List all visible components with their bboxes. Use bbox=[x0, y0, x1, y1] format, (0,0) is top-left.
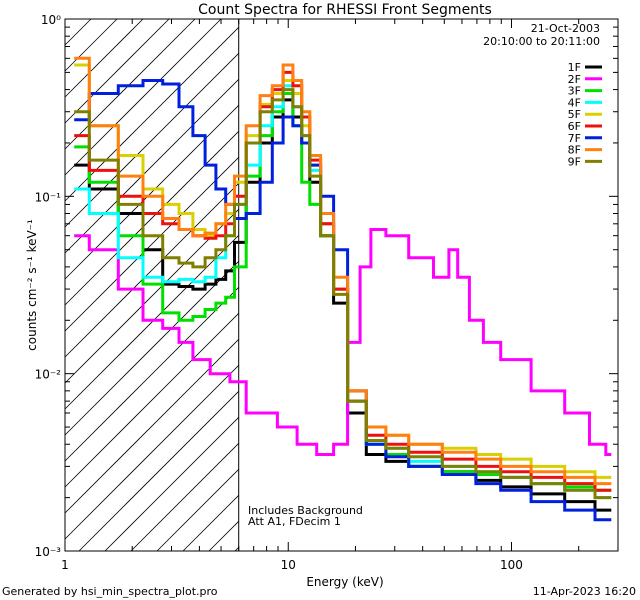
hatch-line bbox=[104, 417, 239, 552]
chart-title: Count Spectra for RHESSI Front Segments bbox=[198, 2, 492, 18]
y-tick-label: 10⁻² bbox=[35, 368, 62, 382]
series-line-6f bbox=[74, 70, 612, 492]
y-axis-label: counts cm⁻² s⁻¹ keV⁻¹ bbox=[25, 219, 39, 351]
series-line-9f bbox=[74, 88, 612, 500]
hatch-line bbox=[64, 27, 239, 202]
hatch-line bbox=[64, 18, 118, 72]
legend-label: 2F bbox=[568, 73, 581, 86]
x-tick-label: 10 bbox=[281, 558, 296, 572]
hatch-line bbox=[64, 183, 239, 358]
hatch-line bbox=[64, 313, 239, 488]
axes: 1 10 100 10⁰ 10⁻¹ 10⁻² 10⁻³ bbox=[35, 13, 619, 572]
time-range-label: 20:10:00 to 20:11:00 bbox=[483, 35, 600, 48]
hatch-line bbox=[64, 18, 92, 46]
x-tick-label: 1 bbox=[61, 558, 69, 572]
hatch-line bbox=[64, 53, 239, 228]
hatch-line bbox=[64, 18, 144, 98]
legend-label: 1F bbox=[568, 61, 581, 74]
x-axis-label: Energy (keV) bbox=[306, 575, 383, 589]
hatch-line bbox=[64, 18, 196, 150]
y-tick-label: 10⁻³ bbox=[35, 545, 62, 559]
hatch-line bbox=[64, 365, 239, 540]
legend-label: 3F bbox=[568, 85, 581, 98]
hatch-line bbox=[64, 287, 239, 462]
hatch-line bbox=[182, 495, 239, 552]
hatch-line bbox=[64, 18, 222, 176]
series-line-8f bbox=[74, 56, 612, 486]
hatch-line bbox=[64, 18, 170, 124]
series-line-1f bbox=[74, 98, 612, 512]
series-lines bbox=[74, 56, 612, 522]
legend-label: 4F bbox=[568, 96, 581, 109]
legend-label: 7F bbox=[568, 132, 581, 145]
series-line-5f bbox=[74, 63, 612, 479]
legend-label: 8F bbox=[568, 144, 581, 157]
series-line-7f bbox=[74, 79, 612, 522]
x-tick-label: 100 bbox=[500, 558, 523, 572]
hatch-line bbox=[64, 131, 239, 306]
hatch-line bbox=[64, 157, 239, 332]
background-note: Includes Background bbox=[248, 504, 363, 517]
hatch-line bbox=[130, 443, 239, 552]
generated-by: Generated by hsi_min_spectra_plot.pro bbox=[2, 585, 218, 598]
hatch-line bbox=[208, 521, 239, 552]
attenuator-note: Att A1, FDecim 1 bbox=[248, 515, 341, 528]
hatch-line bbox=[64, 235, 239, 410]
footer-timestamp: 11-Apr-2023 16:20 bbox=[533, 585, 636, 598]
hatch-line bbox=[234, 547, 239, 552]
hatch-line bbox=[78, 391, 239, 552]
legend-label: 5F bbox=[568, 108, 581, 121]
series-line-4f bbox=[74, 84, 612, 500]
legend-label: 6F bbox=[568, 120, 581, 133]
hatch-line bbox=[64, 261, 239, 436]
date-label: 21-Oct-2003 bbox=[531, 22, 600, 35]
series-line-3f bbox=[74, 92, 612, 492]
hatch-line bbox=[64, 105, 239, 280]
hatch-line bbox=[64, 79, 239, 254]
plot-frame bbox=[64, 18, 619, 552]
hatch-line bbox=[156, 469, 239, 552]
series-line-2f bbox=[74, 228, 612, 456]
y-tick-label: 10⁻¹ bbox=[35, 190, 62, 204]
legend-label: 9F bbox=[568, 155, 581, 168]
y-tick-label: 10⁰ bbox=[41, 13, 61, 27]
hatch-line bbox=[64, 339, 239, 514]
